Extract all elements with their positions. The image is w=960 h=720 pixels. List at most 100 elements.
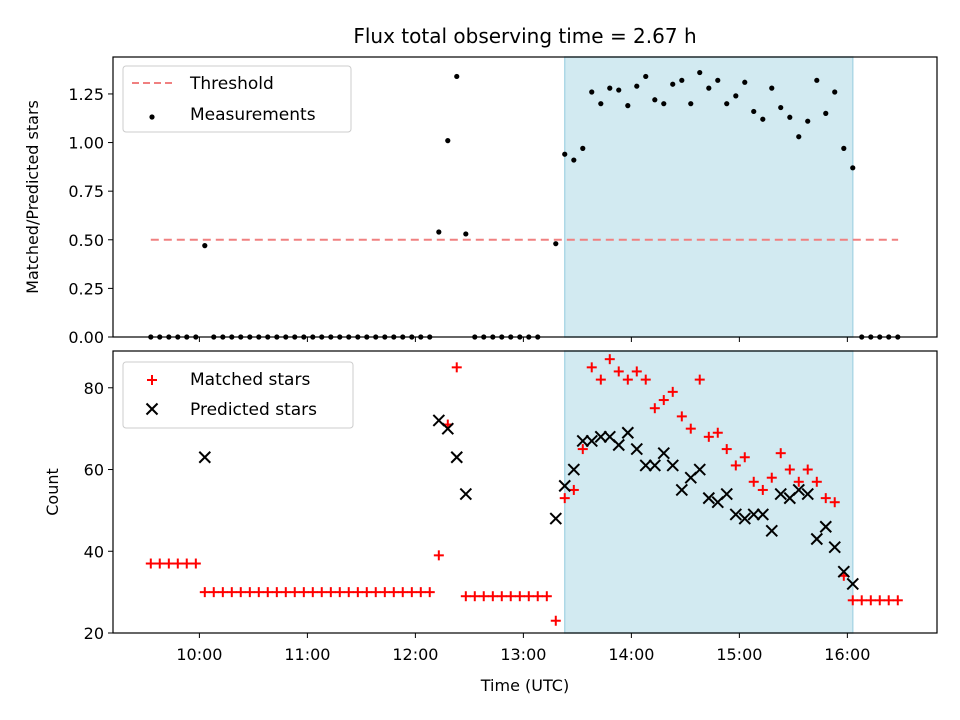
predicted-star-point — [621, 426, 635, 439]
predicted-star-point — [567, 463, 581, 476]
matched-star-point — [694, 374, 705, 385]
measurement-point — [625, 103, 631, 109]
chart-title: Flux total observing time = 2.67 h — [353, 24, 696, 48]
measurement-point — [661, 101, 667, 107]
measurement-point — [616, 87, 622, 93]
panel-top-frame — [112, 56, 938, 338]
matched-star-point — [460, 591, 471, 602]
xtick-label: 11:00 — [284, 645, 330, 664]
matched-star-point — [271, 587, 282, 598]
measurement-point — [670, 81, 676, 87]
matched-star-point — [550, 615, 561, 626]
ytick-label: 0.25 — [68, 279, 104, 298]
predicted-star-point — [198, 451, 212, 464]
legend-predicted-label: Predicted stars — [190, 400, 317, 420]
measurement-point — [553, 241, 559, 247]
panel-top-shaded-region — [563, 56, 854, 338]
xtick-label: 15:00 — [716, 645, 762, 664]
panel-bottom-frame — [112, 350, 938, 634]
legend-top-box — [122, 65, 352, 133]
matched-star-point — [379, 587, 390, 598]
matched-star-point — [343, 587, 354, 598]
measurement-point — [805, 118, 811, 124]
matched-star-point — [334, 587, 345, 598]
xtick-label: 16:00 — [824, 645, 870, 664]
predicted-star-point — [792, 483, 805, 497]
panel-top-ylabel: Matched/Predicted stars — [23, 100, 42, 294]
panel-top-legend: Threshold Measurements — [122, 65, 352, 133]
xtick-label: 12:00 — [392, 645, 438, 664]
measurement-point — [751, 108, 757, 115]
predicted-star-point — [810, 532, 824, 546]
predicted-star-point — [549, 512, 562, 525]
measurement-point — [688, 101, 694, 107]
matched-star-point — [190, 558, 201, 569]
measurement-point — [607, 85, 613, 91]
measurement-point — [580, 145, 586, 151]
measurement-point — [697, 69, 703, 76]
legend-matched-label: Matched stars — [190, 370, 310, 390]
predicted-star-point — [837, 565, 851, 578]
matched-star-point — [820, 493, 831, 504]
matched-star-point — [262, 587, 273, 598]
matched-star-point — [316, 587, 327, 598]
predicted-star-point — [594, 430, 608, 444]
predicted-star-point — [441, 422, 454, 435]
matched-star-point — [451, 362, 462, 373]
matched-star-point — [361, 587, 372, 598]
measurement-point — [706, 85, 712, 91]
predicted-star-point — [846, 577, 859, 591]
matched-star-point — [496, 591, 507, 602]
predicted-star-point — [765, 524, 778, 538]
matched-star-point — [730, 460, 741, 471]
matched-star-point — [676, 411, 687, 422]
measurement-point — [823, 110, 829, 116]
matched-star-point — [532, 591, 543, 602]
matched-star-point — [199, 587, 210, 598]
measurement-point — [643, 73, 649, 80]
matched-star-point — [757, 484, 768, 495]
predicted-star-point — [585, 434, 598, 448]
measurement-point — [814, 77, 820, 83]
measurement-point — [679, 77, 685, 83]
xtick-label: 13:00 — [500, 645, 546, 664]
matched-star-point — [424, 587, 435, 598]
matched-star-point — [667, 386, 678, 397]
matched-star-point — [577, 444, 588, 455]
ytick-label: 40 — [84, 542, 104, 561]
measurement-point — [445, 138, 451, 144]
matched-star-point — [514, 591, 525, 602]
panel-top-xticks — [198, 337, 848, 342]
matched-star-point — [586, 362, 597, 373]
matched-star-point — [307, 587, 318, 598]
matched-star-point — [145, 558, 156, 569]
panel-bottom-xlabel: Time (UTC) — [480, 676, 569, 695]
predicted-star-point — [639, 459, 652, 472]
matched-star-point — [181, 558, 192, 569]
predicted-star-point — [675, 483, 689, 497]
matched-star-point — [595, 374, 606, 385]
predicted-star-point — [657, 446, 670, 460]
measurement-point — [724, 101, 730, 107]
matched-star-point — [478, 591, 489, 602]
xtick-label: 10:00 — [176, 645, 222, 664]
measurement-point — [760, 116, 766, 122]
legend-matched-swatch — [147, 375, 157, 385]
matched-star-point — [163, 558, 174, 569]
matched-star-point — [172, 558, 183, 569]
predicted-star-point — [747, 508, 760, 521]
predicted-star-point — [612, 438, 625, 452]
matched-star-point — [397, 587, 408, 598]
matched-star-point — [622, 374, 633, 385]
predicted-star-point — [450, 451, 463, 464]
matched-star-point — [829, 497, 840, 508]
matched-star-point — [721, 444, 732, 455]
matched-star-point — [541, 591, 552, 602]
predicted-stars-points — [198, 414, 859, 591]
measurement-point — [778, 104, 784, 111]
matched-star-point — [865, 595, 876, 606]
matched-star-point — [766, 472, 777, 483]
predicted-star-point — [801, 487, 814, 501]
matched-star-point — [712, 427, 723, 438]
predicted-star-point — [459, 487, 473, 501]
